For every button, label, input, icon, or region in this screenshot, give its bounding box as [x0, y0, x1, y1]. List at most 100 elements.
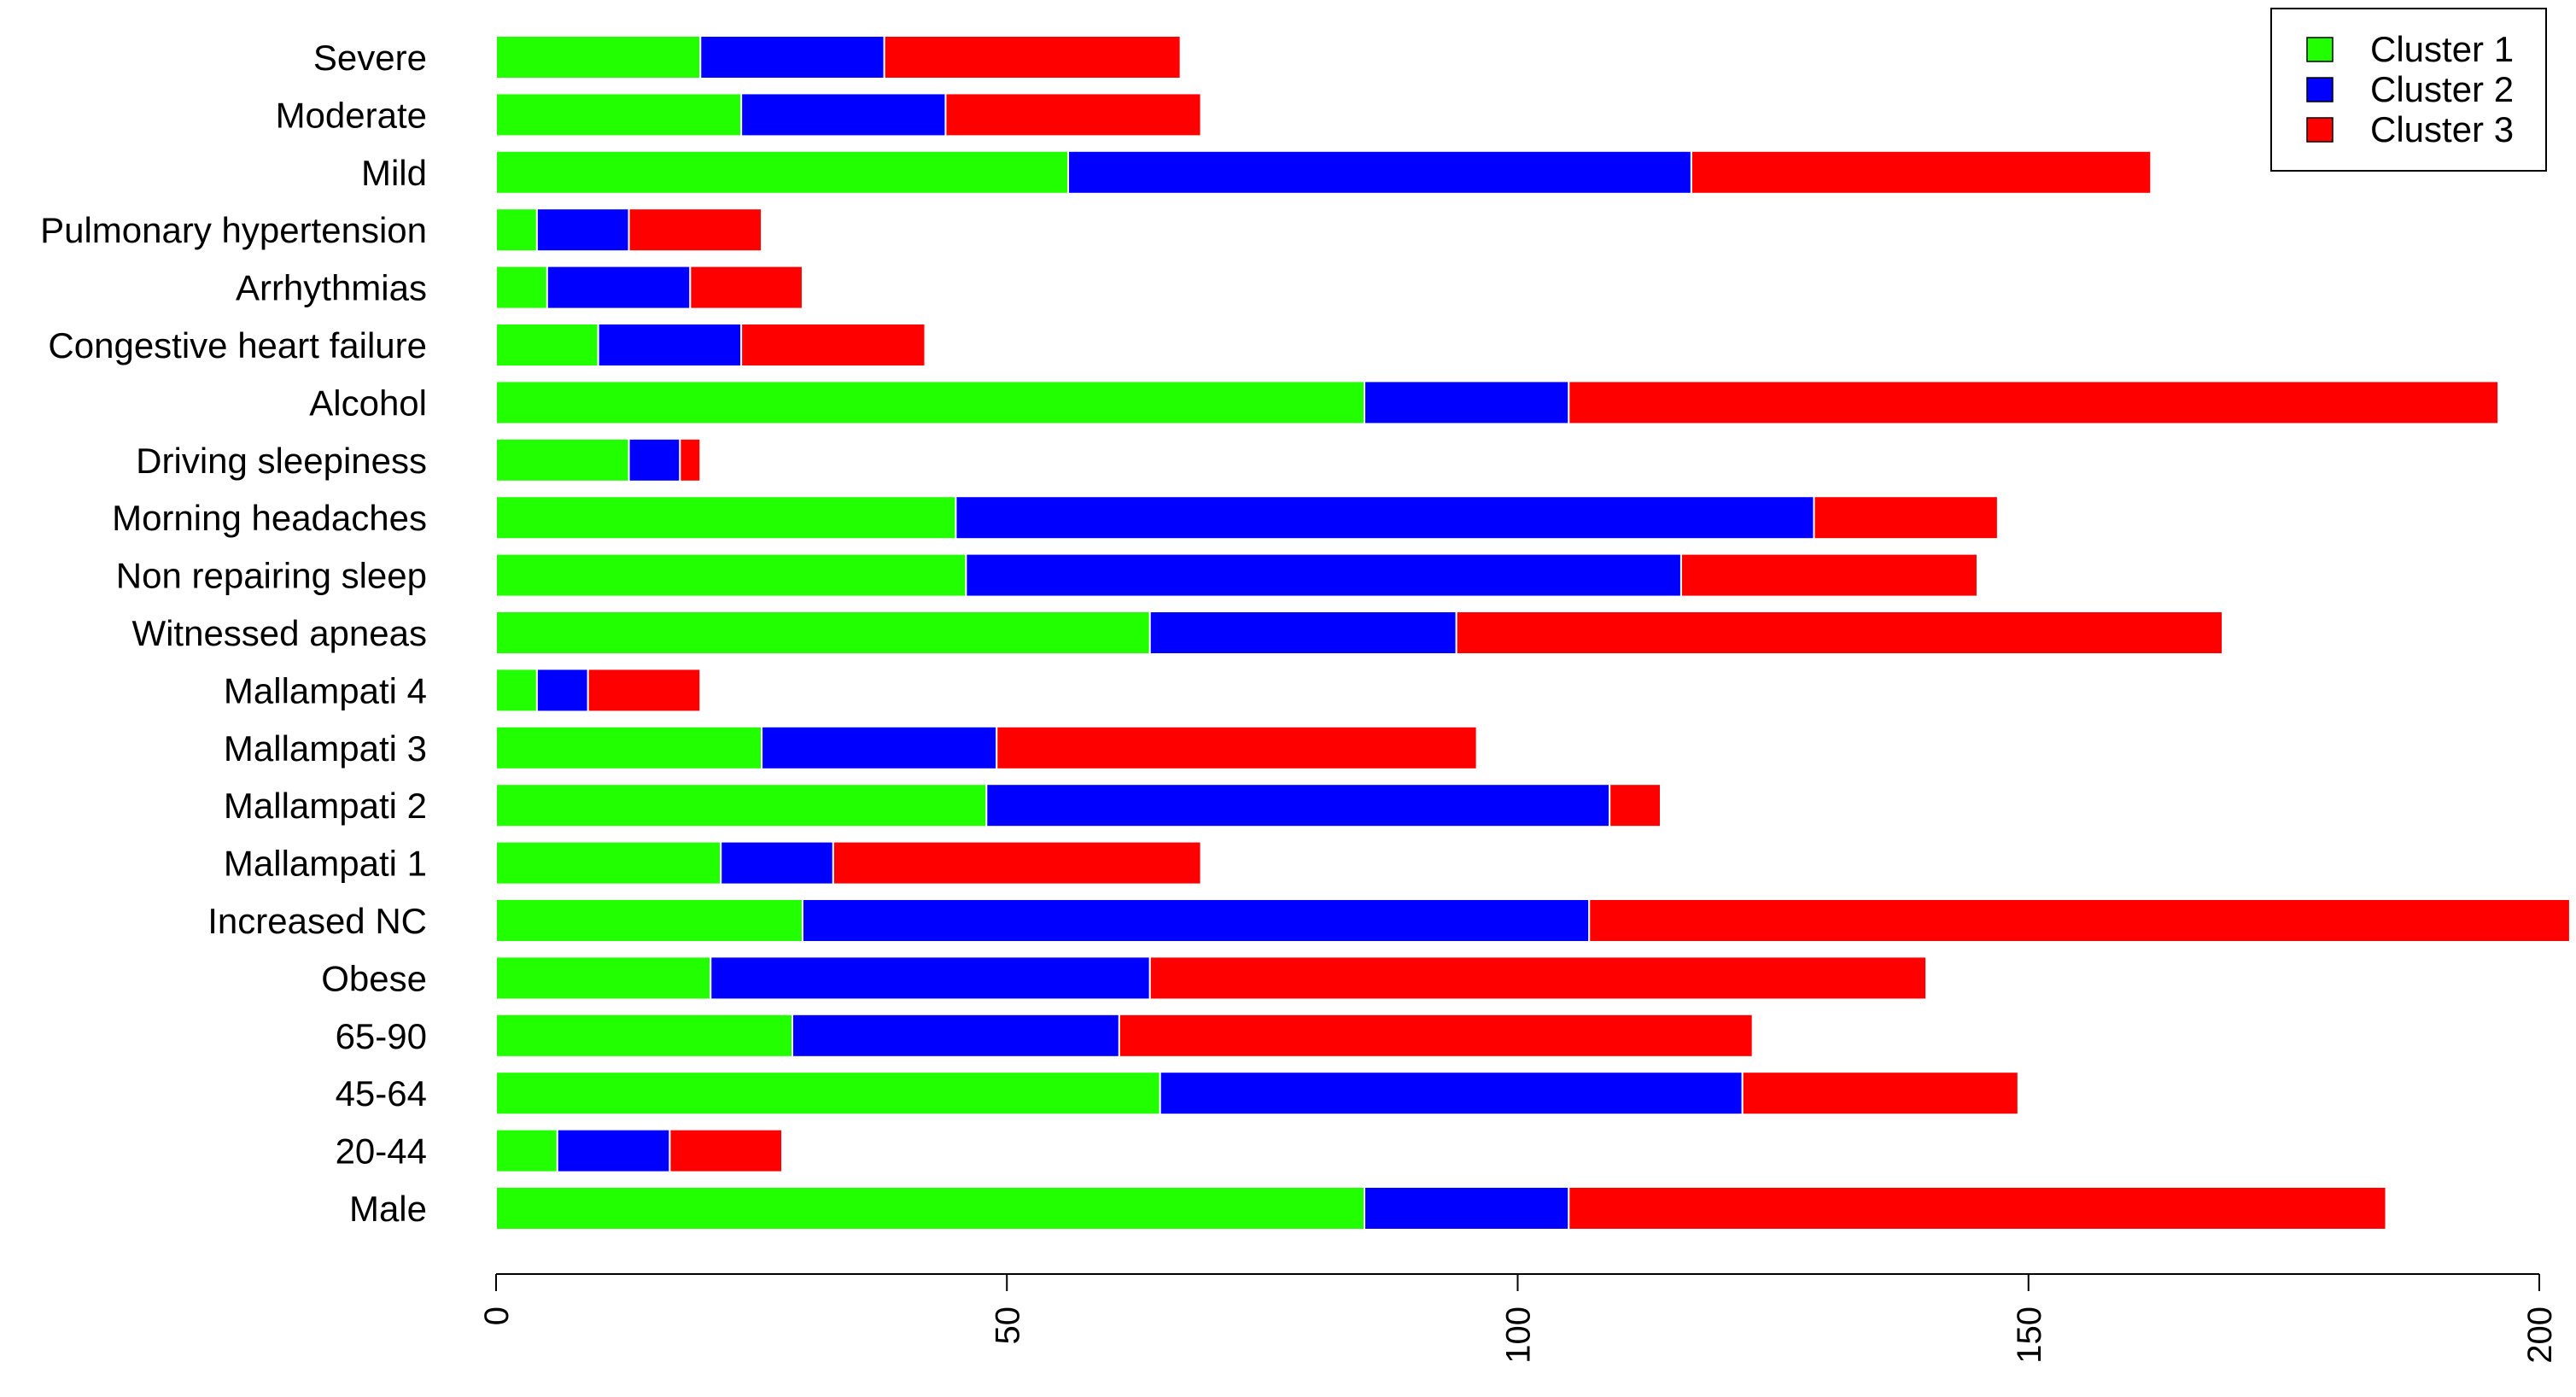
category-label: Mallampati 3	[224, 728, 427, 769]
bar-2	[720, 840, 834, 886]
bar-1	[495, 35, 702, 79]
category-label: Witnessed apneas	[131, 613, 427, 653]
bar-1	[495, 611, 1151, 655]
bar-2	[699, 35, 885, 79]
x-tick-label: 50	[989, 1306, 1026, 1345]
bar-2	[761, 725, 998, 770]
x-tick-label: 150	[2011, 1306, 2048, 1364]
legend-swatch	[2306, 37, 2334, 62]
bar-3	[996, 725, 1478, 770]
bar-2	[1067, 149, 1692, 195]
bar-1	[495, 1128, 558, 1173]
category-label: Moderate	[276, 95, 427, 135]
bar-2	[1364, 1186, 1570, 1230]
bar-1	[495, 956, 712, 1001]
category-label: Mallampati 1	[224, 844, 427, 884]
bar-3	[587, 668, 702, 713]
category-labels: Severe Moderate Mild Pulmonary hypertension…	[40, 38, 427, 1229]
bar-2	[791, 1013, 1120, 1058]
bar-3	[832, 840, 1202, 886]
bar-1	[495, 323, 599, 367]
bar-2	[965, 552, 1682, 598]
bar-1	[495, 208, 538, 253]
bar-2	[801, 898, 1591, 943]
bar-2	[535, 668, 589, 713]
bar-1	[495, 92, 743, 137]
bar-3	[1741, 1071, 2019, 1116]
bar-2	[535, 208, 630, 253]
category-label: Morning headaches	[112, 498, 427, 538]
x-tick-label: 0	[478, 1306, 516, 1325]
legend-label: Cluster 2	[2370, 69, 2514, 109]
x-tick-label: 200	[2521, 1306, 2559, 1364]
category-label: Mallampati 4	[224, 670, 427, 710]
bar-2	[556, 1128, 671, 1173]
bar-1	[495, 898, 803, 943]
category-label: Congestive heart failure	[48, 325, 427, 365]
bar-3	[689, 265, 803, 310]
bar-3	[1813, 495, 1999, 541]
x-tick-label: 100	[1500, 1306, 1538, 1364]
bar-3	[1609, 783, 1662, 828]
bar-3	[1118, 1013, 1754, 1058]
category-label: 65-90	[336, 1016, 427, 1056]
bar-1	[495, 437, 630, 482]
bar-2	[1364, 380, 1570, 425]
bar-3	[1568, 380, 2500, 425]
category-label: Alcohol	[309, 383, 427, 423]
bar-3	[1679, 552, 1978, 598]
bar-2	[628, 437, 681, 482]
bar-2	[740, 92, 947, 137]
bar-1	[495, 1013, 793, 1058]
bar-3	[679, 437, 702, 482]
bar-1	[495, 380, 1366, 425]
bar-3	[1588, 898, 2571, 943]
bars	[495, 35, 2571, 1230]
bar-1	[495, 668, 538, 713]
bar-3	[883, 35, 1182, 79]
category-label: Arrhythmias	[236, 268, 427, 308]
bar-1	[495, 149, 1070, 195]
category-label: Male	[349, 1189, 427, 1229]
bar-3	[944, 92, 1202, 137]
legend-swatch	[2306, 77, 2334, 102]
bar-1	[495, 1071, 1161, 1116]
category-label: Obese	[321, 958, 427, 998]
x-axis: 0 50 100 150 200	[478, 1273, 2559, 1364]
legend-swatch	[2306, 117, 2334, 143]
bar-3	[669, 1128, 784, 1173]
category-label: Mallampati 2	[224, 786, 427, 826]
category-label: Severe	[313, 38, 427, 78]
bar-3	[1455, 611, 2224, 655]
category-label: Mild	[361, 153, 427, 193]
bar-2	[546, 265, 692, 310]
bar-2	[1148, 611, 1457, 655]
category-label: Pulmonary hypertension	[40, 210, 427, 250]
bar-1	[495, 1186, 1366, 1230]
category-label: 45-64	[336, 1073, 427, 1114]
bar-1	[495, 840, 722, 886]
category-label: Increased NC	[207, 901, 427, 941]
bar-3	[1148, 956, 1928, 1001]
bar-3	[628, 208, 763, 253]
legend-label: Cluster 1	[2370, 29, 2514, 69]
bar-3	[1690, 149, 2153, 195]
bar-1	[495, 552, 967, 598]
bar-1	[495, 725, 763, 770]
bar-2	[597, 323, 743, 367]
category-label: Driving sleepiness	[136, 441, 427, 481]
bar-3	[1568, 1186, 2387, 1230]
bar-2	[985, 783, 1611, 828]
category-label: Non repairing sleep	[116, 556, 427, 596]
bar-1	[495, 495, 957, 541]
legend-label: Cluster 3	[2370, 109, 2514, 149]
bar-1	[495, 265, 548, 310]
bar-2	[955, 495, 1815, 541]
bar-3	[740, 323, 926, 367]
bar-1	[495, 783, 988, 828]
bar-2	[1159, 1071, 1744, 1116]
category-label: 20-44	[336, 1131, 427, 1172]
bar-2	[710, 956, 1151, 1001]
